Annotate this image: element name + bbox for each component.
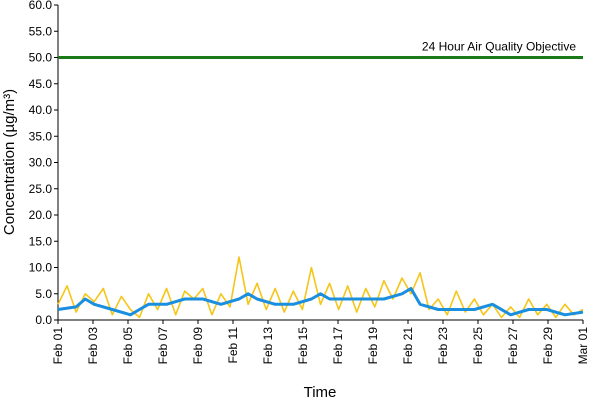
x-tick-label: Feb 07 (156, 327, 170, 365)
y-tick-label: 45.0 (29, 77, 53, 91)
series-line-1 (57, 256, 584, 319)
y-tick-label: 5.0 (35, 287, 52, 301)
y-tick-label: 35.0 (29, 129, 53, 143)
x-tick-label: Feb 25 (471, 327, 485, 365)
y-tick-label: 15.0 (29, 234, 53, 248)
x-tick-label: Feb 03 (86, 327, 100, 365)
x-axis: Feb 01 Feb 03 Feb 05 Feb 07 Feb 09 Feb 11 Feb … (51, 319, 590, 364)
x-tick-group: Feb 01 Feb 03 Feb 05 Feb 07 Feb 09 Feb 11 Feb … (51, 320, 590, 364)
series-layer (57, 256, 584, 319)
y-tick-label: 50.0 (29, 51, 53, 65)
x-tick-label: Feb 01 (51, 327, 65, 365)
y-tick-label: 55.0 (29, 24, 53, 38)
y-tick-label: 10.0 (29, 261, 53, 275)
y-tick-label: 30.0 (29, 156, 53, 170)
y-tick-group: 0.0 5.0 10.0 15.0 20.0 25.0 30.0 35.0 40.0 45.0 50… (29, 0, 58, 327)
x-tick-label: Feb 15 (296, 327, 310, 365)
objective-label: 24 Hour Air Quality Objective (422, 40, 576, 54)
x-tick-label: Feb 09 (191, 327, 205, 365)
x-tick-label: Feb 27 (506, 327, 520, 365)
y-tick-label: 0.0 (35, 313, 52, 327)
x-tick-label: Feb 05 (121, 327, 135, 365)
x-tick-label: Mar 01 (576, 327, 590, 365)
y-axis: 0.0 5.0 10.0 15.0 20.0 25.0 30.0 35.0 40.0 45.0 50… (29, 0, 59, 327)
y-tick-label: 40.0 (29, 103, 53, 117)
x-tick-label: Feb 19 (366, 327, 380, 365)
x-tick-label: Feb 11 (226, 327, 240, 364)
x-axis-title: Time (304, 384, 337, 400)
series-line-2 (57, 287, 584, 317)
x-tick-label: Feb 13 (261, 327, 275, 365)
x-tick-label: Feb 29 (541, 327, 555, 365)
y-tick-label: 20.0 (29, 208, 53, 222)
x-tick-label: Feb 17 (331, 327, 345, 365)
x-tick-label: Feb 21 (401, 327, 415, 365)
y-axis-title: Concentration (µg/m³) (1, 89, 18, 235)
x-tick-label: Feb 23 (436, 327, 450, 365)
y-tick-label: 60.0 (29, 0, 53, 12)
y-tick-label: 25.0 (29, 182, 53, 196)
